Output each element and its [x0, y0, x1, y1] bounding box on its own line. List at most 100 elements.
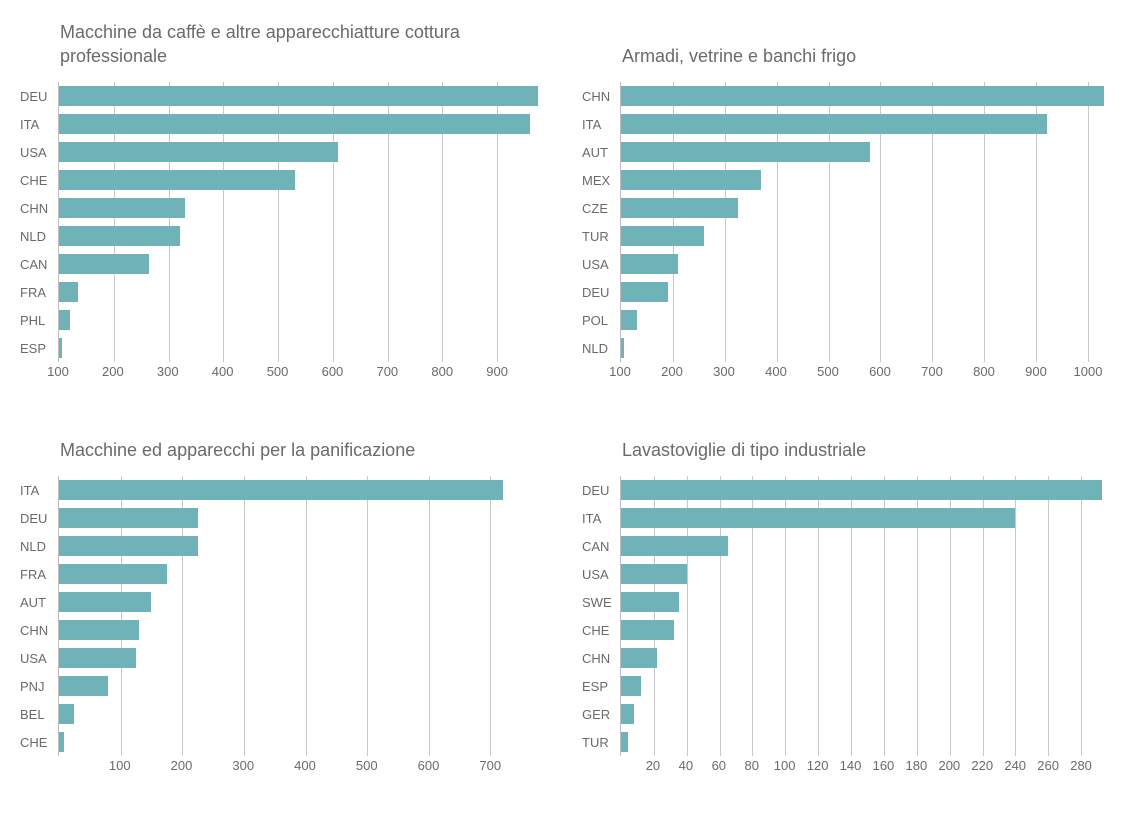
y-tick-label: ITA	[20, 117, 54, 132]
x-tick-label: 240	[1004, 758, 1026, 773]
x-tick-label: 100	[109, 758, 131, 773]
bar	[621, 620, 674, 640]
charts-grid: Macchine da caffè e altre apparecchiattu…	[20, 20, 1114, 778]
y-axis-labels: DEUITAUSACHECHNNLDCANFRAPHLESP	[20, 82, 58, 362]
x-tick-label: 300	[232, 758, 254, 773]
bar	[621, 676, 641, 696]
bar	[621, 704, 634, 724]
y-tick-label: PNJ	[20, 679, 54, 694]
bar	[621, 142, 870, 162]
bar	[621, 592, 679, 612]
y-tick-label: DEU	[20, 89, 54, 104]
y-tick-label: CHN	[582, 651, 616, 666]
y-tick-label: SWE	[582, 595, 616, 610]
x-axis-labels: 1002003004005006007008009001000	[620, 364, 1114, 384]
bar	[621, 480, 1102, 500]
x-tick-label: 200	[171, 758, 193, 773]
y-tick-label: DEU	[582, 483, 616, 498]
y-tick-label: ESP	[20, 341, 54, 356]
x-tick-label: 1000	[1074, 364, 1103, 379]
bar	[59, 254, 149, 274]
y-tick-label: CHE	[20, 173, 54, 188]
x-tick-label: 100	[609, 364, 631, 379]
y-tick-label: CHE	[20, 735, 54, 750]
y-tick-label: ESP	[582, 679, 616, 694]
chart-refrigerators: Armadi, vetrine e banchi frigo CHNITAAUT…	[582, 20, 1114, 384]
chart-title: Macchine da caffè e altre apparecchiattu…	[60, 20, 552, 68]
x-tick-label: 180	[906, 758, 928, 773]
y-tick-label: CHN	[582, 89, 616, 104]
chart-plot-area	[620, 82, 1114, 362]
y-axis-labels: DEUITACANUSASWECHECHNESPGERTUR	[582, 476, 620, 756]
x-tick-label: 800	[973, 364, 995, 379]
x-tick-label: 400	[765, 364, 787, 379]
chart-title: Lavastoviglie di tipo industriale	[622, 414, 1114, 462]
y-tick-label: ITA	[582, 511, 616, 526]
y-tick-label: CAN	[582, 539, 616, 554]
x-axis-labels: 100200300400500600700800900	[58, 364, 552, 384]
bar	[59, 282, 78, 302]
x-tick-label: 160	[873, 758, 895, 773]
bar	[621, 198, 738, 218]
bar	[59, 170, 295, 190]
bar	[59, 338, 62, 358]
y-axis-labels: ITADEUNLDFRAAUTCHNUSAPNJBELCHE	[20, 476, 58, 756]
x-tick-label: 600	[869, 364, 891, 379]
y-tick-label: TUR	[582, 735, 616, 750]
bar	[59, 226, 180, 246]
bar	[59, 732, 64, 752]
y-tick-label: CHN	[20, 201, 54, 216]
y-tick-label: FRA	[20, 285, 54, 300]
chart-dishwashers: Lavastoviglie di tipo industriale DEU ITA…	[582, 414, 1114, 778]
bar	[621, 536, 728, 556]
x-tick-label: 260	[1037, 758, 1059, 773]
bar	[59, 198, 185, 218]
bar	[59, 648, 136, 668]
y-tick-label: AUT	[582, 145, 616, 160]
bar	[59, 142, 338, 162]
x-tick-label: 20	[646, 758, 660, 773]
y-tick-label: ITA	[582, 117, 616, 132]
x-tick-label: 900	[1025, 364, 1047, 379]
bar	[621, 226, 704, 246]
chart-plot-area	[58, 82, 552, 362]
x-tick-label: 140	[840, 758, 862, 773]
x-tick-label: 80	[744, 758, 758, 773]
y-tick-label: DEU	[20, 511, 54, 526]
bar	[59, 310, 70, 330]
bar	[59, 86, 538, 106]
x-tick-label: 200	[661, 364, 683, 379]
x-tick-label: 200	[938, 758, 960, 773]
x-tick-label: 400	[294, 758, 316, 773]
x-tick-label: 500	[817, 364, 839, 379]
x-tick-label: 900	[486, 364, 508, 379]
y-tick-label: POL	[582, 313, 616, 328]
x-tick-label: 700	[921, 364, 943, 379]
y-tick-label: USA	[20, 145, 54, 160]
bar	[59, 704, 74, 724]
x-tick-label: 400	[212, 364, 234, 379]
x-tick-label: 300	[713, 364, 735, 379]
bar	[621, 338, 624, 358]
chart-plot-area	[58, 476, 552, 756]
chart-plot-area	[620, 476, 1114, 756]
x-tick-label: 40	[679, 758, 693, 773]
bar	[59, 592, 151, 612]
x-tick-label: 600	[322, 364, 344, 379]
x-tick-label: 100	[774, 758, 796, 773]
x-tick-label: 500	[267, 364, 289, 379]
x-tick-label: 280	[1070, 758, 1092, 773]
chart-coffee-machines: Macchine da caffè e altre apparecchiattu…	[20, 20, 552, 384]
x-tick-label: 700	[479, 758, 501, 773]
x-tick-label: 60	[712, 758, 726, 773]
y-axis-labels: CHNITAAUTMEXCZETURUSADEUPOLNLD	[582, 82, 620, 362]
bar	[621, 648, 657, 668]
y-tick-label: BEL	[20, 707, 54, 722]
bar	[59, 620, 139, 640]
y-tick-label: NLD	[582, 341, 616, 356]
y-tick-label: MEX	[582, 173, 616, 188]
y-tick-label: AUT	[20, 595, 54, 610]
bar	[621, 310, 637, 330]
y-tick-label: DEU	[582, 285, 616, 300]
y-tick-label: CHE	[582, 623, 616, 638]
